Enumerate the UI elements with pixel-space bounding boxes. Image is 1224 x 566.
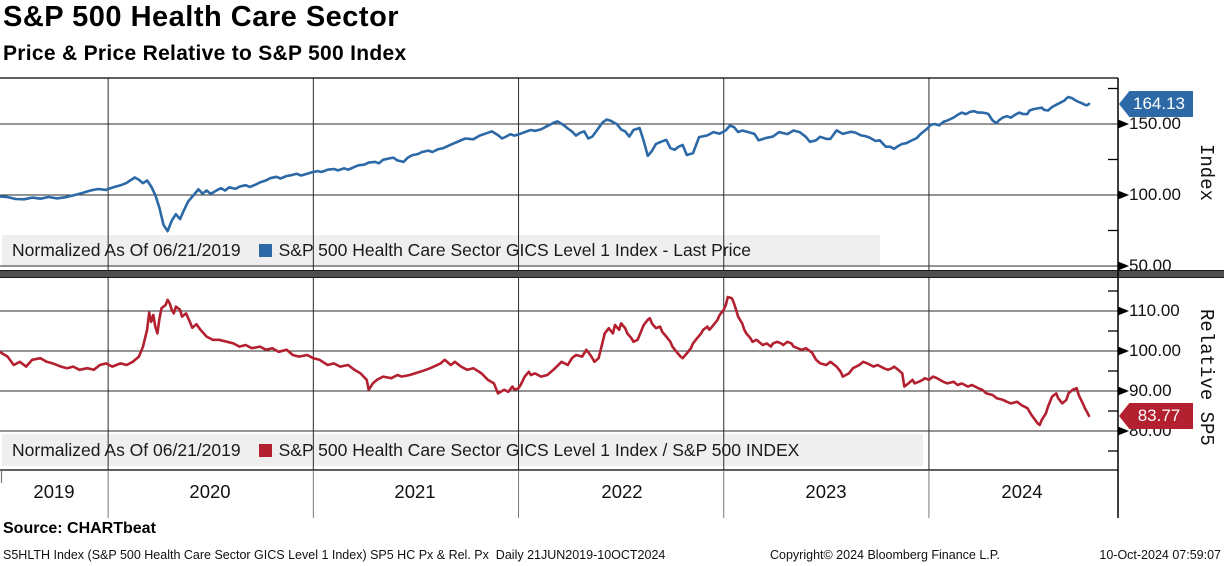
year-label-2024: 2024 <box>1001 481 1043 502</box>
footer-copyright: Copyright© 2024 Bloomberg Finance L.P. <box>770 548 1000 562</box>
index-axis-title: Index <box>1195 144 1217 202</box>
relative-series-swatch-icon <box>258 443 272 457</box>
footer-timestamp: 10-Oct-2024 07:59:07 <box>1099 548 1221 562</box>
index-tick-100: 100.00 <box>1129 185 1181 204</box>
index-legend: Normalized As Of 06/21/2019 S&P 500 Heal… <box>2 235 880 266</box>
year-label-2020: 2020 <box>189 481 231 502</box>
page-subtitle: Price & Price Relative to S&P 500 Index <box>3 42 407 65</box>
footer-description: S5HLTH Index (S&P 500 Health Care Sector… <box>3 548 666 562</box>
relative-tick-110: 110.00 <box>1129 301 1180 320</box>
index-legend-normalized: Normalized As Of 06/21/2019 <box>12 240 241 260</box>
relative-series-label: S&P 500 Health Care Sector GICS Level 1 … <box>278 439 800 460</box>
relative-legend-normalized: Normalized As Of 06/21/2019 <box>12 439 241 460</box>
relative-last-value-badge: 83.77 <box>1119 403 1193 429</box>
relative-tick-100: 100.00 <box>1129 341 1181 360</box>
index-tick-50: 50.00 <box>1129 256 1172 275</box>
index-last-value-badge: 164.13 <box>1119 91 1193 117</box>
relative-legend: Normalized As Of 06/21/2019 S&P 500 Heal… <box>2 434 923 466</box>
page-title: S&P 500 Health Care Sector <box>3 1 400 33</box>
year-label-2021: 2021 <box>394 481 436 502</box>
source-line: Source: CHARTbeat <box>3 520 156 537</box>
index-series-label: S&P 500 Health Care Sector GICS Level 1 … <box>278 240 752 260</box>
year-label-2023: 2023 <box>805 481 847 502</box>
index-series-swatch-icon <box>258 244 272 257</box>
year-label-2022: 2022 <box>601 481 643 502</box>
relative-axis-title: Relative SP5 <box>1195 309 1217 446</box>
year-label-2019: 2019 <box>33 481 75 502</box>
relative-tick-90: 90.00 <box>1129 381 1172 400</box>
index-tick-150: 150.00 <box>1129 114 1181 133</box>
